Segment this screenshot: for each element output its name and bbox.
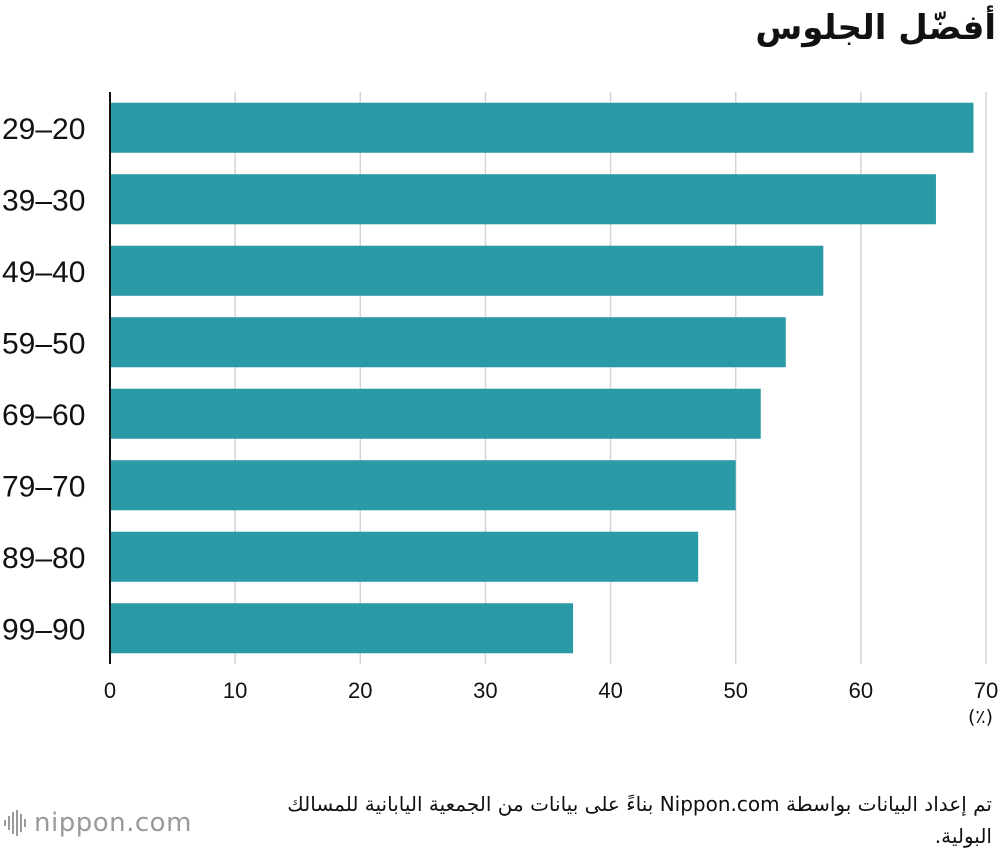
category-label: 59–50 — [2, 327, 85, 360]
x-tick-label: 70 — [974, 678, 998, 700]
logo-text: nippon.com — [34, 808, 192, 838]
x-tick-label: 20 — [348, 678, 372, 700]
x-tick-label: 30 — [473, 678, 497, 700]
bar — [110, 245, 824, 296]
x-tick-label: 10 — [223, 678, 247, 700]
category-label: 29–20 — [2, 113, 85, 146]
chart-title: أفضّل الجلوس — [755, 8, 996, 48]
bar — [110, 174, 936, 225]
bar — [110, 317, 786, 368]
x-tick-label: 60 — [849, 678, 873, 700]
bar — [110, 603, 574, 654]
x-tick-label: 40 — [598, 678, 622, 700]
unit-label: (٪) — [968, 706, 994, 728]
bars — [110, 102, 974, 654]
category-label: 79–70 — [2, 470, 85, 503]
x-tick-labels: 0 10 20 30 40 50 60 70 — [104, 678, 998, 700]
nippon-logo[interactable]: nippon.com — [4, 808, 192, 838]
x-tick-label: 0 — [104, 678, 116, 700]
x-tick-label: 50 — [723, 678, 747, 700]
category-label: 69–60 — [2, 399, 85, 432]
source-note: تم إعداد البيانات بواسطة Nippon.com بناء… — [287, 792, 992, 848]
bar — [110, 388, 761, 439]
bar — [110, 460, 736, 511]
bar — [110, 531, 699, 582]
category-label: 89–80 — [2, 542, 85, 575]
category-label: 49–40 — [2, 256, 85, 289]
bar — [110, 102, 974, 153]
category-label: 99–90 — [2, 613, 85, 646]
nippon-logo-icon — [4, 810, 26, 836]
bar-chart: 29–20 39–30 49–40 59–50 69–60 79–70 89–80 99–90… — [2, 92, 998, 700]
category-labels: 29–20 39–30 49–40 59–50 69–60 79–70 89–80 99–90 — [2, 113, 85, 647]
category-label: 39–30 — [2, 184, 85, 217]
